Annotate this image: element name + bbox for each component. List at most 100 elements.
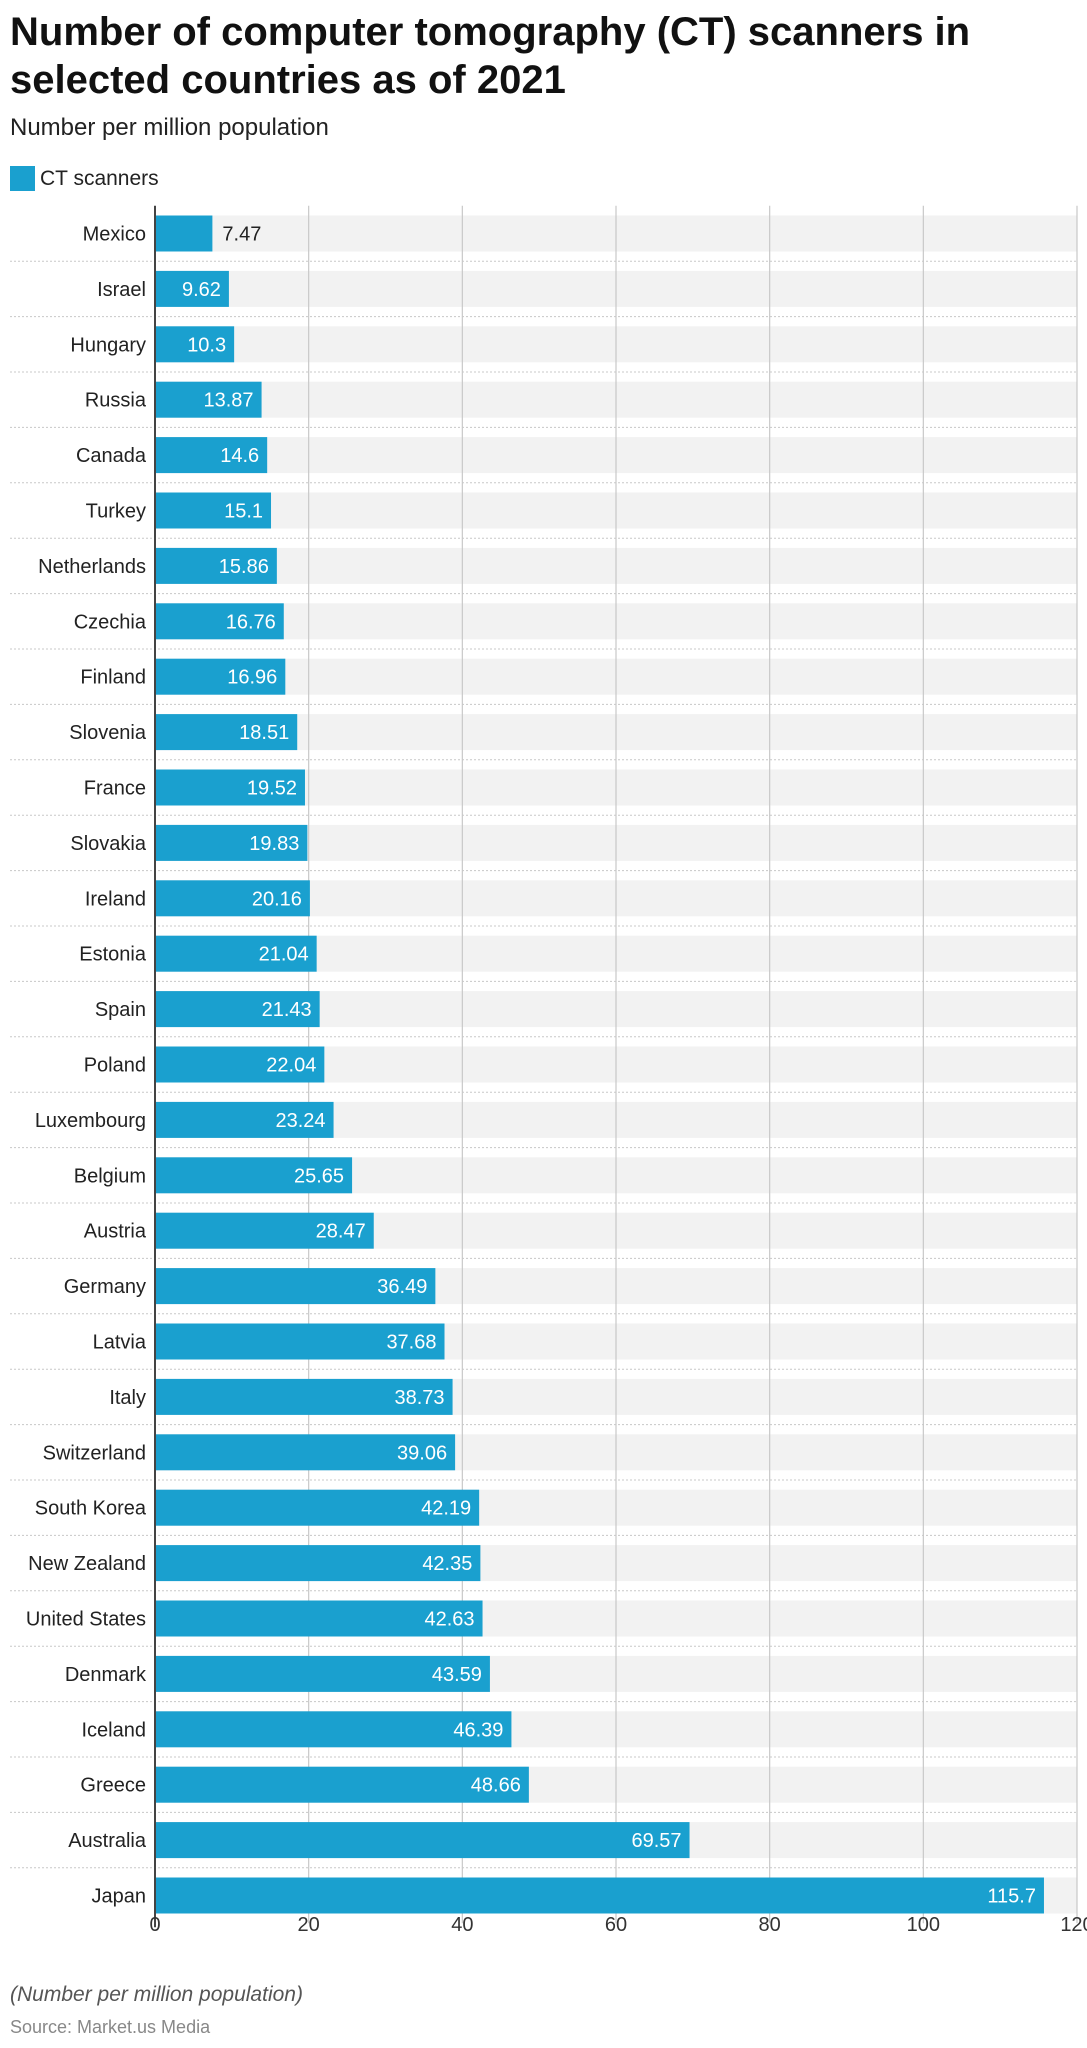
legend: CT scanners: [10, 166, 159, 191]
bar-france: [155, 769, 305, 806]
bar-united-states: [155, 1600, 483, 1637]
value-label: 21.04: [259, 944, 309, 966]
chart-subtitle: Number per million population: [10, 114, 329, 141]
category-label: Greece: [80, 1775, 146, 1797]
value-label: 69.57: [631, 1830, 681, 1852]
bar-spain: [155, 991, 320, 1028]
bar-turkey: [155, 492, 272, 529]
x-tick-label: 40: [451, 1914, 473, 1936]
value-label: 42.19: [421, 1498, 471, 1520]
value-label: 7.47: [222, 224, 261, 246]
category-label: Belgium: [74, 1165, 146, 1187]
value-label: 21.43: [262, 999, 312, 1021]
value-label: 18.51: [239, 722, 289, 744]
bar-iceland: [155, 1711, 512, 1748]
value-label: 13.87: [204, 390, 254, 412]
value-label: 10.3: [187, 334, 226, 356]
category-label: Australia: [68, 1830, 147, 1852]
bar-latvia: [155, 1323, 445, 1360]
bar-hungary: [155, 326, 235, 363]
chart-title: Number of computer tomography (CT) scann…: [10, 10, 971, 102]
value-label: 28.47: [316, 1221, 366, 1243]
category-label: Mexico: [83, 224, 146, 246]
value-label: 46.39: [453, 1719, 503, 1741]
value-label: 22.04: [266, 1055, 316, 1077]
value-label: 19.83: [249, 833, 299, 855]
category-label: Iceland: [82, 1719, 147, 1741]
value-label: 16.76: [226, 611, 276, 633]
category-label: Hungary: [70, 334, 146, 356]
value-label: 43.59: [432, 1664, 482, 1686]
bar-chart: Mexico 7.47 Israel 9.62 Hungary 10.3 Russia 13.…: [10, 205, 1087, 1936]
bar-australia: [155, 1822, 690, 1859]
category-label: South Korea: [35, 1498, 147, 1520]
category-label: Israel: [97, 279, 146, 301]
category-label: Poland: [84, 1055, 146, 1077]
category-label: Netherlands: [38, 556, 146, 578]
value-label: 42.63: [424, 1609, 474, 1631]
x-tick-label: 60: [605, 1914, 627, 1936]
bar-russia: [155, 381, 262, 418]
category-label: United States: [26, 1609, 146, 1631]
bar-estonia: [155, 935, 317, 972]
bar-netherlands: [155, 547, 277, 584]
bar-ireland: [155, 880, 310, 917]
category-label: Turkey: [86, 501, 146, 523]
value-label: 19.52: [247, 778, 297, 800]
legend-label: CT scanners: [40, 166, 159, 190]
bar-finland: [155, 658, 286, 695]
category-label: Germany: [64, 1276, 146, 1298]
bar-austria: [155, 1212, 374, 1249]
category-label: Ireland: [85, 888, 146, 910]
value-label: 16.96: [227, 667, 277, 689]
category-label: Italy: [109, 1387, 146, 1409]
category-label: Finland: [80, 667, 146, 689]
category-label: Japan: [92, 1886, 147, 1908]
footnote: (Number per million population): [10, 1983, 303, 2006]
category-label: Switzerland: [43, 1442, 146, 1464]
value-label: 48.66: [471, 1775, 521, 1797]
category-label: Denmark: [65, 1664, 147, 1686]
category-label: New Zealand: [28, 1553, 146, 1575]
x-tick-label: 100: [907, 1914, 940, 1936]
value-label: 38.73: [395, 1387, 445, 1409]
x-tick-label: 0: [149, 1914, 160, 1936]
category-label: Russia: [85, 390, 147, 412]
value-label: 15.1: [224, 501, 263, 523]
category-label: Estonia: [79, 944, 147, 966]
category-label: Slovakia: [70, 833, 146, 855]
value-label: 23.24: [275, 1110, 325, 1132]
value-label: 42.35: [422, 1553, 472, 1575]
category-label: Spain: [95, 999, 146, 1021]
bar-mexico: [155, 215, 213, 252]
bar-poland: [155, 1046, 325, 1083]
category-label: Slovenia: [69, 722, 147, 744]
bar-germany: [155, 1268, 436, 1305]
bar-canada: [155, 437, 268, 474]
value-label: 14.6: [220, 445, 259, 467]
x-tick-label: 20: [298, 1914, 320, 1936]
value-label: 115.7: [987, 1886, 1036, 1908]
category-label: France: [84, 778, 146, 800]
bar-slovakia: [155, 824, 308, 861]
category-label: Czechia: [74, 611, 147, 633]
x-tick-label: 120: [1060, 1914, 1087, 1936]
bar-south-korea: [155, 1489, 480, 1526]
value-label: 15.86: [219, 556, 269, 578]
bar-italy: [155, 1378, 453, 1415]
value-label: 25.65: [294, 1165, 344, 1187]
bar-israel: [155, 270, 229, 307]
x-tick-label: 80: [759, 1914, 781, 1936]
bar-belgium: [155, 1157, 353, 1194]
bar-czechia: [155, 603, 284, 640]
category-label: Austria: [84, 1221, 147, 1243]
value-label: 39.06: [397, 1442, 447, 1464]
legend-swatch: [10, 166, 35, 191]
value-label: 36.49: [377, 1276, 427, 1298]
value-label: 9.62: [182, 279, 221, 301]
value-label: 20.16: [252, 888, 302, 910]
bar-denmark: [155, 1655, 490, 1692]
category-label: Luxembourg: [35, 1110, 146, 1132]
bar-slovenia: [155, 714, 298, 751]
bar-greece: [155, 1766, 529, 1803]
